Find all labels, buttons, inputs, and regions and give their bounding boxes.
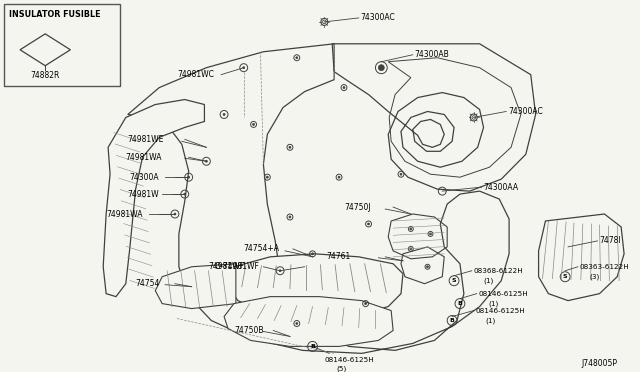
Text: 74300AC: 74300AC (361, 13, 396, 22)
Text: 74750J: 74750J (344, 202, 371, 212)
Circle shape (289, 216, 291, 218)
Text: J748005P: J748005P (581, 359, 617, 368)
Polygon shape (103, 100, 204, 296)
Circle shape (312, 253, 314, 255)
Text: 08363-6122H: 08363-6122H (580, 264, 630, 270)
Text: 74981WA: 74981WA (126, 153, 163, 162)
Circle shape (289, 146, 291, 148)
Bar (4, 4, 120, 86)
Text: 74300AB: 74300AB (415, 50, 449, 59)
Text: 08368-6122H: 08368-6122H (474, 268, 524, 274)
Circle shape (378, 65, 384, 71)
Text: S: S (563, 274, 568, 279)
Text: B: B (458, 301, 462, 306)
Text: 74300AC: 74300AC (508, 107, 543, 116)
Text: 08146-6125H: 08146-6125H (479, 291, 529, 296)
Circle shape (426, 266, 429, 268)
Text: S: S (452, 278, 456, 283)
Text: 74981WE: 74981WE (128, 135, 164, 144)
Text: INSULATOR FUSIBLE: INSULATOR FUSIBLE (9, 10, 100, 19)
Circle shape (338, 176, 340, 178)
Circle shape (253, 124, 255, 125)
Text: 7478I: 7478I (600, 236, 621, 246)
Circle shape (184, 193, 186, 195)
Circle shape (429, 233, 431, 235)
Text: 74754: 74754 (136, 279, 160, 288)
Text: 74754+A: 74754+A (244, 244, 280, 253)
Text: 74981WC: 74981WC (177, 70, 214, 79)
Text: B: B (310, 344, 315, 349)
Polygon shape (156, 264, 236, 309)
Text: 08146-6125H: 08146-6125H (324, 357, 374, 363)
Circle shape (279, 270, 281, 272)
Circle shape (410, 228, 412, 230)
Polygon shape (539, 214, 624, 301)
Text: 08146-6125H: 08146-6125H (476, 308, 525, 314)
Polygon shape (224, 296, 393, 346)
Text: (1): (1) (484, 278, 494, 284)
Circle shape (400, 173, 402, 175)
Circle shape (343, 87, 345, 89)
Text: 74300A: 74300A (130, 173, 159, 182)
Circle shape (205, 160, 207, 162)
Text: 74981WF: 74981WF (209, 262, 244, 271)
Circle shape (365, 302, 367, 305)
Circle shape (296, 57, 298, 59)
Circle shape (367, 223, 369, 225)
Text: 74750B: 74750B (234, 326, 264, 335)
Circle shape (296, 323, 298, 324)
Text: 74981WA: 74981WA (106, 209, 143, 218)
Text: B: B (450, 318, 454, 323)
Circle shape (410, 248, 412, 250)
Polygon shape (228, 254, 403, 318)
Circle shape (174, 213, 176, 215)
Circle shape (266, 176, 268, 178)
Text: 74882R: 74882R (31, 71, 60, 80)
Text: (5): (5) (336, 365, 346, 372)
Circle shape (188, 176, 189, 178)
Circle shape (223, 113, 225, 115)
Text: O-74981WF: O-74981WF (214, 262, 259, 271)
Text: 74300AA: 74300AA (484, 183, 518, 192)
Text: (1): (1) (486, 317, 496, 324)
Text: (1): (1) (488, 300, 499, 307)
Circle shape (243, 67, 244, 69)
Text: 74981W: 74981W (128, 190, 159, 199)
Text: (3): (3) (589, 273, 600, 280)
Text: 74761: 74761 (326, 252, 351, 261)
